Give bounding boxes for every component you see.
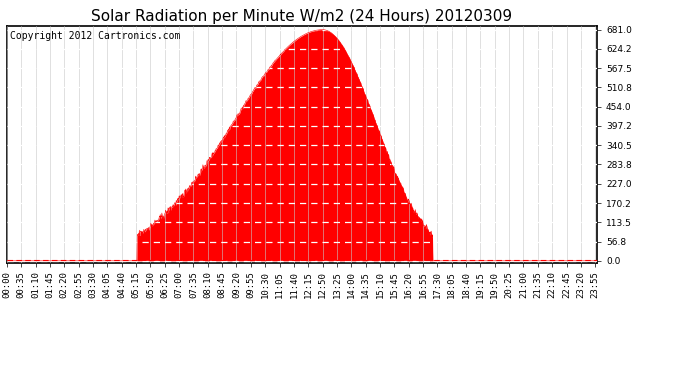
Text: Copyright 2012 Cartronics.com: Copyright 2012 Cartronics.com: [10, 31, 180, 41]
Title: Solar Radiation per Minute W/m2 (24 Hours) 20120309: Solar Radiation per Minute W/m2 (24 Hour…: [91, 9, 513, 24]
